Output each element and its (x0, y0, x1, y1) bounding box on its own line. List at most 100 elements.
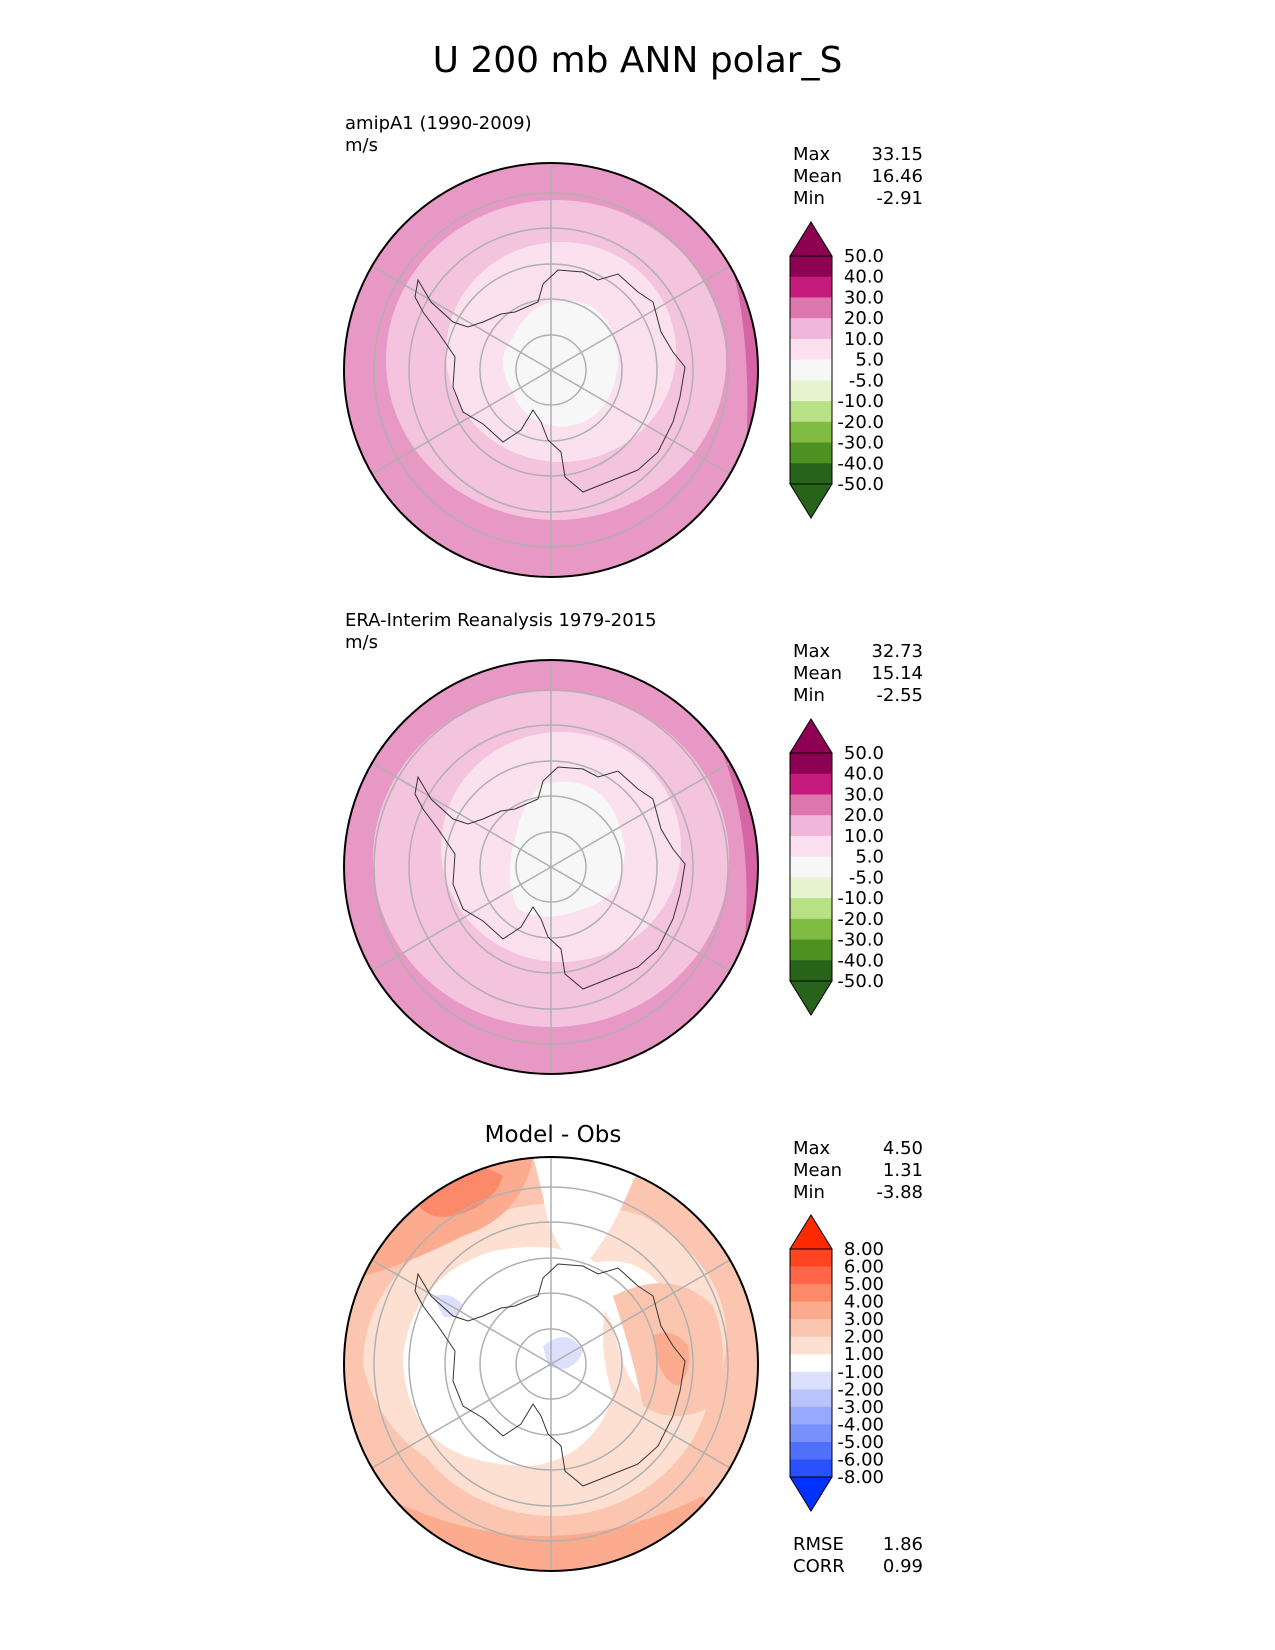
panel-test-units: m/s (345, 135, 378, 156)
stat-value: 15.14 (871, 663, 923, 684)
panel-test-stats: Max 33.15 Mean 16.46 Min -2.91 (793, 144, 923, 210)
colorbar-segment (790, 1266, 832, 1285)
colorbar-tick-label: 30.0 (844, 287, 884, 308)
colorbar-segment (790, 442, 832, 464)
stat-value: -2.91 (876, 188, 923, 209)
stat-value: -3.88 (876, 1182, 923, 1203)
panel-diff-error-stats: RMSE 1.86 CORR 0.99 (793, 1534, 923, 1578)
colorbar-extend-bottom (789, 1476, 833, 1512)
colorbar-segment (790, 815, 832, 837)
stat-value: 32.73 (871, 641, 923, 662)
panel-reference-title: ERA-Interim Reanalysis 1979-2015 m/s (345, 610, 657, 654)
panel-test-polar-map (343, 162, 759, 578)
panel-diff-colorbar: 8.006.005.004.003.002.001.00-1.00-2.00-3… (789, 1214, 884, 1512)
diff-band-3-4-east (653, 1332, 690, 1386)
antarctica-coastline (414, 766, 686, 990)
colorbar-segment (790, 918, 832, 941)
colorbar-tick-label: -10.0 (837, 391, 884, 412)
antarctica-coastline (414, 269, 686, 493)
colorbar-segment (790, 1371, 832, 1390)
colorbar-segment (790, 835, 832, 858)
colorbar-tick-label: 5.0 (855, 350, 884, 371)
colorbar-tick-label: -50.0 (837, 971, 884, 992)
colorbar-tick-label: -6.00 (837, 1449, 884, 1470)
colorbar-tick-label: -40.0 (837, 453, 884, 474)
colorbar-tick-label: -50.0 (837, 474, 884, 495)
diff-band-near-zero-north (533, 1157, 643, 1266)
diff-band-neg-center (543, 1337, 583, 1369)
colorbar-segment (790, 877, 832, 899)
stat-label: RMSE (793, 1534, 844, 1555)
colorbar-tick-label: -30.0 (837, 930, 884, 951)
stat-label: CORR (793, 1556, 845, 1577)
colorbar-segment (790, 1441, 832, 1460)
colorbar-tick-label: 40.0 (844, 764, 884, 785)
colorbar-tick-label: -3.00 (837, 1397, 884, 1418)
stat-value: 16.46 (871, 166, 923, 187)
colorbar-tick-label: -30.0 (837, 433, 884, 454)
graticule (371, 163, 731, 577)
wind-band-calm (509, 781, 625, 917)
colorbar-tick-label: -5.0 (849, 867, 884, 888)
colorbar-segment (790, 256, 832, 278)
map-boundary (343, 659, 759, 1075)
colorbar-segment (790, 1406, 832, 1425)
colorbar-segment (790, 1336, 832, 1355)
panel-reference-polar-map (343, 659, 759, 1075)
colorbar-frame (789, 1248, 833, 1478)
colorbar-tick-label: -5.0 (849, 370, 884, 391)
map-boundary (343, 1156, 759, 1572)
colorbar-frame (789, 752, 833, 982)
colorbar-segment (790, 297, 832, 319)
panel-test-colorbar: 50.040.030.020.010.05.0-5.0-10.0-20.0-30… (789, 221, 884, 519)
colorbar-extend-bottom (789, 980, 833, 1016)
graticule (371, 1157, 731, 1571)
colorbar-segment (790, 401, 832, 423)
colorbar-segment (790, 960, 832, 982)
colorbar-tick-label: 5.00 (844, 1274, 884, 1295)
colorbar-segment (790, 753, 832, 775)
panel-test-title-line1: amipA1 (1990-2009) (345, 113, 532, 134)
colorbar-tick-label: -20.0 (837, 412, 884, 433)
colorbar-segment (790, 794, 832, 816)
colorbar-extend-bottom (789, 483, 833, 519)
panel-reference-colorbar: 50.040.030.020.010.05.0-5.0-10.0-20.0-30… (789, 718, 884, 1016)
colorbar-segment (790, 1389, 832, 1408)
colorbar-segment (790, 1459, 832, 1478)
colorbar-tick-label: -8.00 (837, 1467, 884, 1488)
colorbar-segment (790, 463, 832, 485)
colorbar-tick-label: -5.00 (837, 1432, 884, 1453)
colorbar-tick-label: 20.0 (844, 805, 884, 826)
graticule (371, 660, 731, 1074)
colorbar-tick-label: 8.00 (844, 1239, 884, 1260)
colorbar-tick-label: 5.0 (855, 847, 884, 868)
colorbar-segment (790, 276, 832, 298)
colorbar-segment (790, 359, 832, 381)
stat-label: Max (793, 1138, 831, 1159)
colorbar-segment (790, 856, 832, 878)
panel-reference-title-line1: ERA-Interim Reanalysis 1979-2015 (345, 610, 657, 631)
colorbar-segment (790, 318, 832, 340)
panel-diff-stats: Max 4.50 Mean 1.31 Min -3.88 (793, 1138, 923, 1204)
stat-value: 4.50 (882, 1138, 923, 1159)
colorbar-frame (789, 255, 833, 485)
colorbar-segment (790, 1301, 832, 1320)
colorbar-tick-label: 3.00 (844, 1309, 884, 1330)
colorbar-segment (790, 1319, 832, 1338)
colorbar-tick-label: 10.0 (844, 329, 884, 350)
colorbar-tick-label: -1.00 (837, 1362, 884, 1383)
panel-reference-units: m/s (345, 632, 378, 653)
panel-diff-title: Model - Obs (484, 1122, 622, 1148)
colorbar-segment (790, 1354, 832, 1373)
stat-label: Mean (793, 1160, 843, 1181)
figure-title: U 200 mb ANN polar_S (432, 40, 843, 81)
colorbar-segment (790, 898, 832, 920)
panel-test-title: amipA1 (1990-2009) m/s (345, 113, 532, 157)
stat-value: -2.55 (876, 685, 923, 706)
stat-label: Min (793, 1182, 825, 1203)
colorbar-tick-label: -2.00 (837, 1379, 884, 1400)
colorbar-segment (790, 1424, 832, 1443)
colorbar-segment (790, 338, 832, 361)
colorbar-segment (790, 1284, 832, 1303)
stat-value: 0.99 (882, 1556, 923, 1577)
